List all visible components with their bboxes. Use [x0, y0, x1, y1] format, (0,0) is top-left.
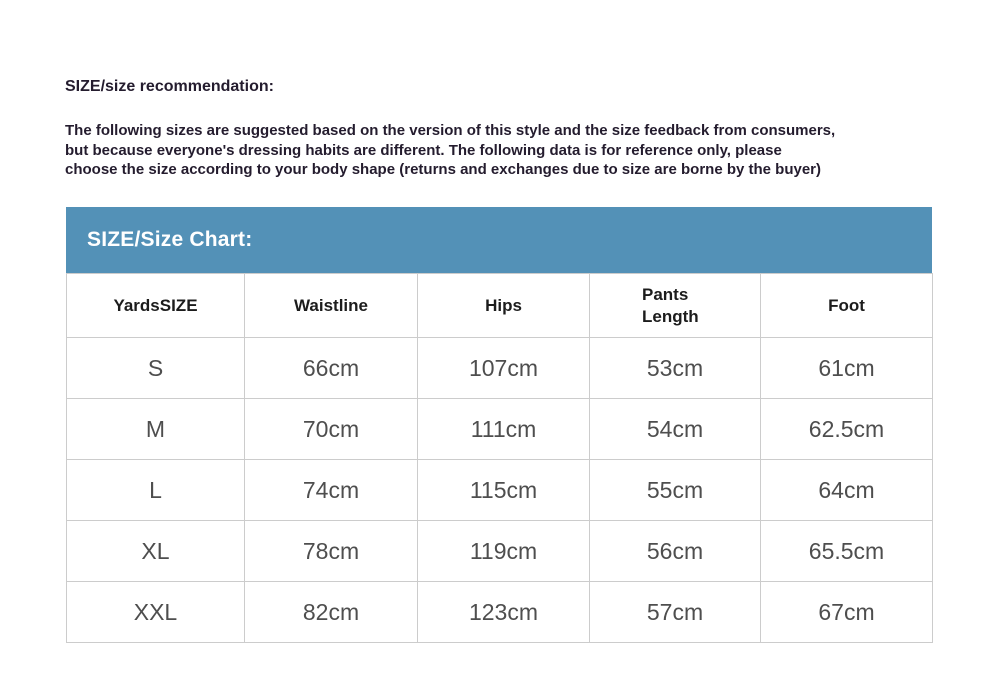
waistline-cell: 82cm	[244, 581, 418, 643]
description-line: but because everyone's dressing habits a…	[65, 141, 782, 159]
waistline-cell: 66cm	[244, 337, 418, 399]
size-cell: XL	[66, 520, 245, 582]
size-chart-title: SIZE/Size Chart:	[87, 228, 253, 251]
size-cell: XXL	[66, 581, 245, 643]
pants-length-cell: 56cm	[589, 520, 761, 582]
foot-cell: 65.5cm	[760, 520, 933, 582]
table-row: M 70cm 111cm 54cm 62.5cm	[66, 398, 933, 460]
size-chart-section: SIZE/Size Chart: YardsSIZE Waistline Hip…	[66, 207, 933, 643]
foot-cell: 67cm	[760, 581, 933, 643]
hips-cell: 119cm	[417, 520, 590, 582]
hips-cell: 115cm	[417, 459, 590, 521]
description-line: The following sizes are suggested based …	[65, 122, 836, 139]
waistline-cell: 78cm	[244, 520, 418, 582]
table-row: XL 78cm 119cm 56cm 65.5cm	[66, 520, 933, 582]
header-cell-pants-length: Pants Length	[589, 273, 761, 338]
pants-length-cell: 57cm	[589, 581, 761, 643]
header-cell-size: YardsSIZE	[66, 273, 245, 338]
table-row: L 74cm 115cm 55cm 64cm	[66, 459, 933, 521]
size-cell: S	[66, 337, 245, 399]
pants-length-cell: 54cm	[589, 398, 761, 460]
waistline-cell: 70cm	[244, 398, 418, 460]
table-row: S 66cm 107cm 53cm 61cm	[66, 337, 933, 399]
size-cell: L	[66, 459, 245, 521]
table-header-row: YardsSIZE Waistline Hips Pants Length Fo…	[66, 273, 933, 338]
header-cell-pants-length-label: Pants Length	[642, 285, 699, 326]
size-recommendation-description: The following sizes are suggested based …	[65, 121, 940, 180]
foot-cell: 64cm	[760, 459, 933, 521]
foot-cell: 62.5cm	[760, 398, 933, 460]
waistline-cell: 74cm	[244, 459, 418, 521]
header-cell-hips: Hips	[417, 273, 590, 338]
pants-length-cell: 55cm	[589, 459, 761, 521]
hips-cell: 107cm	[417, 337, 590, 399]
hips-cell: 111cm	[417, 398, 590, 460]
header-cell-foot: Foot	[760, 273, 933, 338]
size-recommendation-heading: SIZE/size recommendation:	[65, 78, 274, 95]
hips-cell: 123cm	[417, 581, 590, 643]
header-cell-waistline: Waistline	[244, 273, 418, 338]
size-chart-title-bar: SIZE/Size Chart:	[66, 207, 932, 273]
foot-cell: 61cm	[760, 337, 933, 399]
description-line: choose the size according to your body s…	[65, 161, 822, 178]
size-cell: M	[66, 398, 245, 460]
table-row: XXL 82cm 123cm 57cm 67cm	[66, 581, 933, 643]
size-table: YardsSIZE Waistline Hips Pants Length Fo…	[66, 273, 933, 643]
pants-length-cell: 53cm	[589, 337, 761, 399]
